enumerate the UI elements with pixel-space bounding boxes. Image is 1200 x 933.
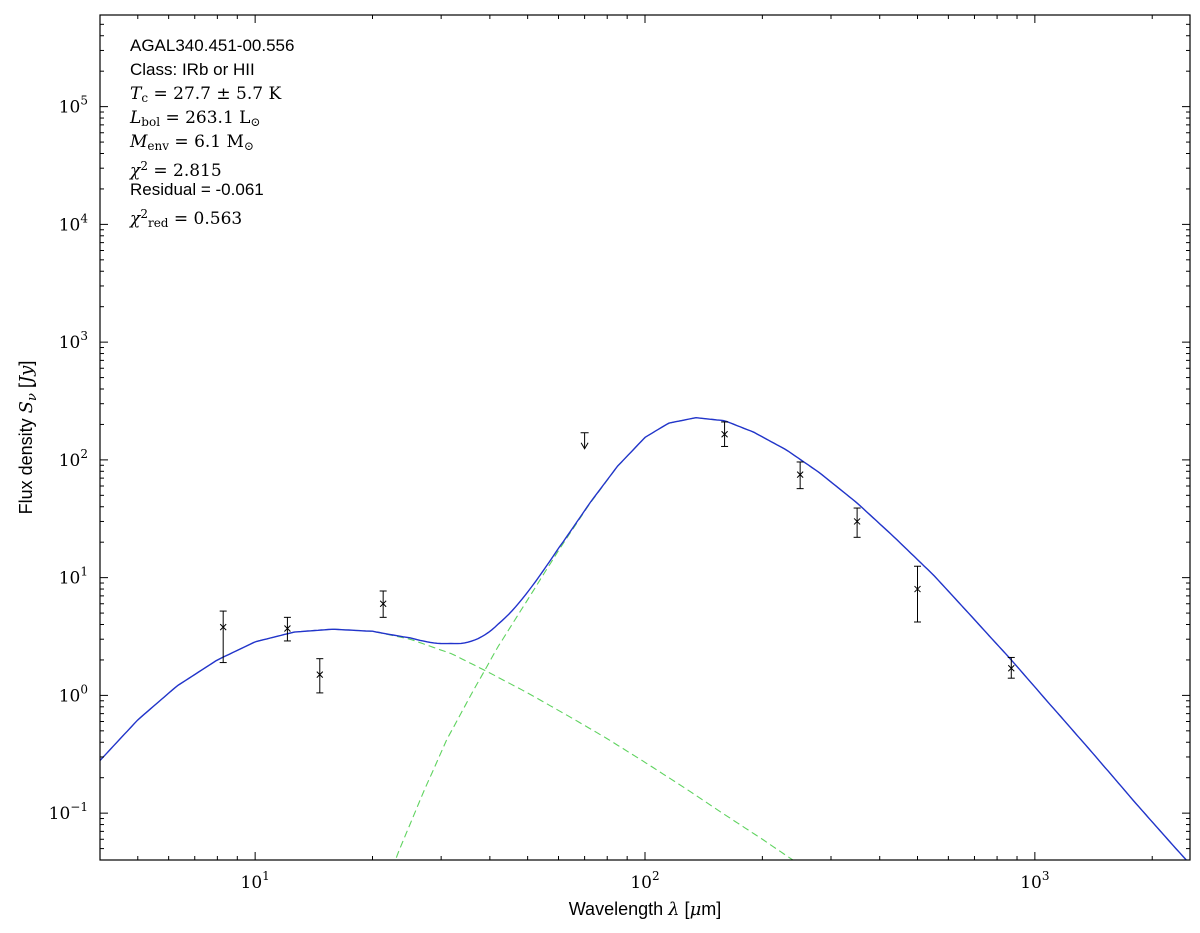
data-point bbox=[853, 507, 861, 538]
x-tick-label: 101 bbox=[241, 869, 270, 893]
annotation-run: T bbox=[130, 84, 142, 104]
annotation-line-3: Tc = 27.7 ± 5.7 K bbox=[130, 82, 294, 106]
data-point bbox=[316, 658, 324, 694]
annotation-line-2: Class: IRb or HII bbox=[130, 58, 294, 82]
x-tick-label: 103 bbox=[1020, 869, 1049, 893]
fit-parameters-annotation: AGAL340.451-00.556 Class: IRb or HII Tc = … bbox=[130, 34, 294, 230]
annotation-run: M bbox=[130, 132, 148, 152]
total-model-curve bbox=[100, 416, 1188, 860]
data-point bbox=[219, 610, 227, 664]
annotation-run: AGAL340.451-00.556 bbox=[130, 36, 295, 55]
y-tick-label: 100 bbox=[59, 682, 88, 706]
annotation-run: = 0.563 bbox=[168, 209, 243, 229]
y-tick-label: 103 bbox=[59, 329, 88, 353]
annotation-line-4: Lbol = 263.1 L⊙ bbox=[130, 106, 294, 130]
annotation-line-6: χ2 = 2.815 bbox=[130, 154, 294, 181]
annotation-run: c bbox=[141, 91, 149, 105]
x-axis-label: Wavelength λ [μm] bbox=[569, 899, 722, 920]
annotation-run: χ bbox=[130, 161, 141, 181]
data-point bbox=[283, 616, 291, 642]
annotation-run: = 263.1 L bbox=[160, 108, 251, 128]
y-tick-label: 101 bbox=[59, 565, 88, 589]
data-point bbox=[721, 421, 729, 447]
data-point bbox=[1007, 656, 1015, 679]
annotation-run: = 27.7 ± 5.7 K bbox=[148, 84, 282, 104]
annotation-run: Residual = -0.061 bbox=[130, 180, 264, 199]
annotation-run: Class: IRb or HII bbox=[130, 60, 255, 79]
y-tick-label: 10−1 bbox=[49, 800, 88, 824]
upper-limit-marker bbox=[580, 432, 589, 450]
y-axis-label: Flux density Sν [Jy] bbox=[16, 361, 40, 515]
annotation-line-8: χ2red = 0.563 bbox=[130, 202, 294, 230]
annotation-run: χ bbox=[130, 209, 141, 229]
data-points-layer bbox=[219, 421, 1015, 694]
annotation-run: ⊙ bbox=[243, 139, 254, 153]
annotation-run: 2 bbox=[140, 207, 148, 221]
annotation-run: red bbox=[147, 216, 169, 230]
annotation-line-5: Menv = 6.1 M⊙ bbox=[130, 130, 294, 154]
annotation-run: bol bbox=[141, 115, 161, 129]
x-tick-label: 102 bbox=[630, 869, 659, 893]
annotation-line-7: Residual = -0.061 bbox=[130, 178, 294, 202]
data-point bbox=[379, 590, 387, 618]
y-tick-label: 104 bbox=[59, 211, 89, 235]
annotation-run: = 6.1 M bbox=[169, 132, 244, 152]
data-point bbox=[914, 565, 921, 623]
data-point bbox=[796, 461, 804, 490]
annotation-run: 2 bbox=[140, 159, 148, 173]
annotation-run: = 2.815 bbox=[147, 161, 222, 181]
tick-labels: 101 102 103 10−1 100 101 102 103 104 105 bbox=[49, 94, 1050, 893]
plot-frame bbox=[99, 14, 1191, 861]
annotation-run: env bbox=[147, 139, 170, 153]
y-tick-label: 105 bbox=[59, 94, 88, 118]
annotation-run: ⊙ bbox=[250, 115, 261, 129]
axis-ticks bbox=[99, 14, 1190, 861]
annotation-run: L bbox=[130, 108, 142, 128]
annotation-line-1: AGAL340.451-00.556 bbox=[130, 34, 294, 58]
y-tick-label: 102 bbox=[59, 447, 88, 471]
curves-layer bbox=[100, 416, 1188, 860]
